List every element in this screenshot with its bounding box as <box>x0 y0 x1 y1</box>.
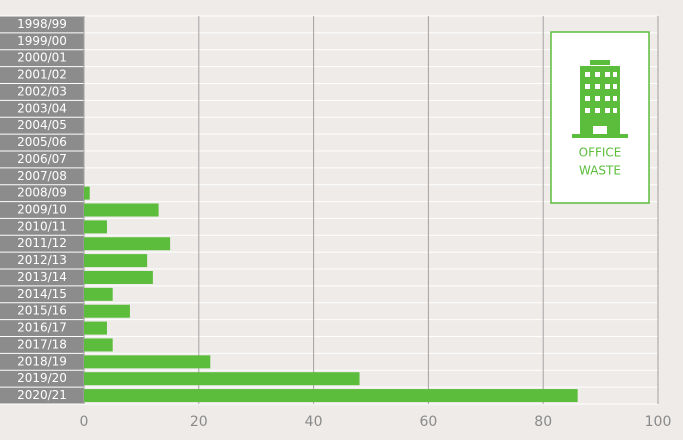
y-tick-label: 2013/14 <box>17 270 67 284</box>
y-tick-label: 2010/11 <box>17 219 67 233</box>
category-cell <box>0 66 84 84</box>
category-cell <box>0 269 84 286</box>
bar <box>84 203 159 217</box>
category-cell <box>0 370 84 388</box>
annotation-text: OFFICE <box>579 146 622 160</box>
y-tick-label: 2002/03 <box>17 84 67 98</box>
x-tick-label: 80 <box>534 414 552 430</box>
y-tick-label: 2004/05 <box>17 118 67 132</box>
bar <box>84 304 130 318</box>
bar <box>84 220 107 234</box>
plot: 0 20 40 60 80 100 1998/99 1999/00 2000/01 2001/02… <box>0 15 672 430</box>
category-cell <box>0 117 84 135</box>
category-cell <box>0 218 84 236</box>
office-icon-box: OFFICE WASTE <box>550 31 650 204</box>
category-cell <box>0 235 84 253</box>
category-cell <box>0 336 84 354</box>
icon-windows <box>585 72 617 134</box>
category-cell <box>0 16 84 33</box>
bar <box>84 355 211 369</box>
bar <box>84 270 153 284</box>
category-cell <box>0 353 84 371</box>
icon-ground <box>572 134 628 138</box>
y-tick-label: 1998/99 <box>17 17 67 31</box>
y-tick-label: 2003/04 <box>17 101 67 115</box>
bar <box>84 254 148 268</box>
category-cell <box>0 83 84 101</box>
category-cell <box>0 100 84 118</box>
bar <box>84 321 107 335</box>
category-cell <box>0 319 84 337</box>
bar <box>84 237 171 251</box>
category-cell <box>0 201 84 219</box>
x-tick-label: 0 <box>80 414 89 430</box>
y-tick-label: 2018/19 <box>17 354 67 368</box>
y-tick-label: 2000/01 <box>17 51 67 65</box>
y-tick-label: 2015/16 <box>17 304 67 318</box>
y-tick-label: 2007/08 <box>17 169 67 183</box>
y-tick-label: 1999/00 <box>17 34 67 48</box>
bar <box>84 389 578 403</box>
category-cell <box>0 184 84 202</box>
y-tick-label: 2020/21 <box>17 388 67 402</box>
y-tick-label: 2014/15 <box>17 287 67 301</box>
bar <box>84 338 113 352</box>
y-tick-label: 2011/12 <box>17 236 67 250</box>
annotation-text: WASTE <box>579 164 621 178</box>
y-tick-label: 2019/20 <box>17 371 67 385</box>
category-cell <box>0 302 84 320</box>
category-cell <box>0 252 84 270</box>
x-tick-label: 40 <box>305 414 323 430</box>
bar <box>84 186 90 200</box>
x-tick-label: 100 <box>645 414 672 430</box>
y-tick-label: 2001/02 <box>17 68 67 82</box>
category-cell <box>0 134 84 151</box>
category-cell <box>0 387 84 404</box>
category-cell <box>0 167 84 185</box>
y-tick-label: 2008/09 <box>17 186 67 200</box>
y-tick-label: 2009/10 <box>17 203 67 217</box>
category-cell <box>0 49 84 67</box>
y-tick-label: 2016/17 <box>17 321 67 335</box>
y-tick-label: 2006/07 <box>17 152 67 166</box>
y-tick-label: 2012/13 <box>17 253 67 267</box>
category-cell <box>0 285 84 303</box>
category-cell <box>0 150 84 168</box>
bar <box>84 287 113 301</box>
y-tick-label: 2017/18 <box>17 337 67 351</box>
x-tick-label: 20 <box>190 414 208 430</box>
x-tick-label: 60 <box>419 414 437 430</box>
y-tick-label: 2005/06 <box>17 135 67 149</box>
icon-roof <box>590 60 610 65</box>
category-cell <box>0 32 84 50</box>
bar <box>84 372 360 386</box>
